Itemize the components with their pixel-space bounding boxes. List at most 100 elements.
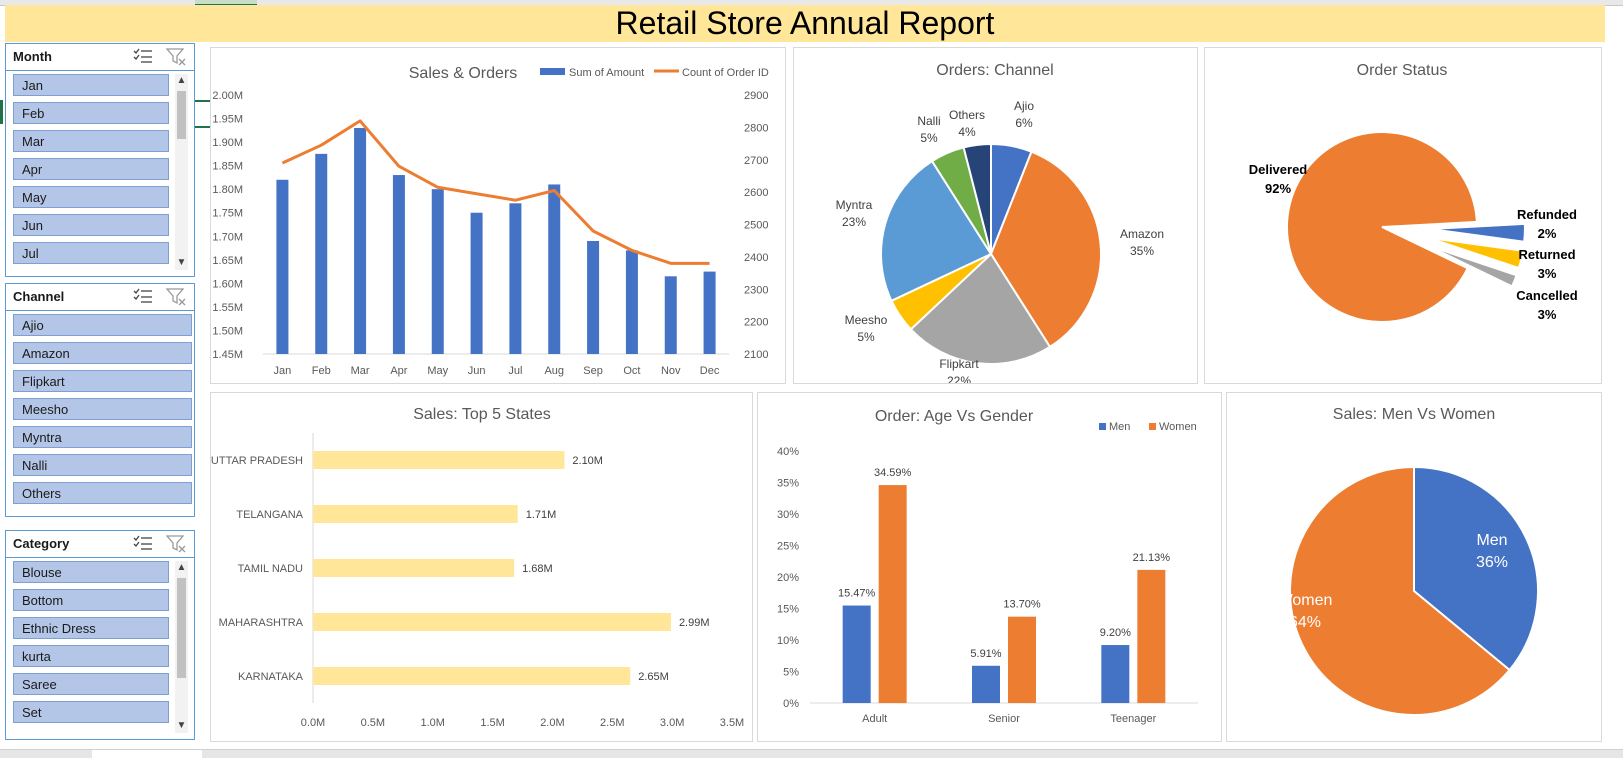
x-tick-label: 1.0M bbox=[420, 717, 444, 729]
slicer-item-apr[interactable]: Apr bbox=[13, 158, 169, 180]
top-states-chart: Sales: Top 5 States UTTAR PRADESH 2.10M TEL… bbox=[211, 406, 744, 729]
top-states-chart-panel[interactable]: Sales: Top 5 States UTTAR PRADESH 2.10M TEL… bbox=[210, 392, 753, 742]
slice-value-label: 3% bbox=[1538, 266, 1557, 281]
bar-amount bbox=[431, 189, 444, 354]
y-tick-label: 1.85M bbox=[212, 161, 243, 173]
slicer-item-jun[interactable]: Jun bbox=[13, 214, 169, 236]
y-tick-label: 1.80M bbox=[212, 184, 243, 196]
y-tick-label: UTTAR PRADESH bbox=[211, 455, 303, 467]
slicer-item-myntra[interactable]: Myntra bbox=[13, 426, 192, 448]
legend-label-amount: Sum of Amount bbox=[569, 67, 644, 79]
x-tick-label: Mar bbox=[351, 365, 370, 377]
x-tick-label: Jan bbox=[274, 365, 292, 377]
sales-orders-chart-panel[interactable]: Sales & Orders Sum of Amount Count of Orde… bbox=[210, 47, 786, 384]
legend-label-women: Women bbox=[1159, 421, 1197, 433]
bar-state bbox=[313, 559, 515, 577]
category-slicer-scrollbar[interactable]: ▲ ▼ bbox=[175, 561, 188, 733]
pie-slice-delivered bbox=[1286, 131, 1478, 323]
x-tick-label: Nov bbox=[661, 365, 681, 377]
scroll-thumb[interactable] bbox=[177, 578, 186, 678]
bar-amount bbox=[470, 212, 483, 354]
slicer-item-bottom[interactable]: Bottom bbox=[13, 589, 169, 611]
clear-filter-icon[interactable] bbox=[166, 288, 186, 306]
slicer-item-others[interactable]: Others bbox=[13, 482, 192, 504]
scroll-down-icon[interactable]: ▼ bbox=[176, 720, 187, 731]
slice-name-label: Myntra bbox=[836, 198, 873, 212]
x-tick-label: May bbox=[427, 365, 448, 377]
slicer-item-feb[interactable]: Feb bbox=[13, 102, 169, 124]
slicer-item-jan[interactable]: Jan bbox=[13, 74, 169, 96]
data-label: 9.20% bbox=[1100, 627, 1131, 639]
slice-name-label: Nalli bbox=[917, 114, 940, 128]
multi-select-icon[interactable] bbox=[133, 288, 153, 304]
slicer-item-ajio[interactable]: Ajio bbox=[13, 314, 192, 336]
slice-name-label: Men bbox=[1476, 532, 1507, 549]
order-status-chart-panel[interactable]: Order Status Delivered 92% Cancelled 3% Retur… bbox=[1204, 47, 1602, 384]
bar-women bbox=[878, 485, 907, 703]
y-tick-label: TAMIL NADU bbox=[238, 563, 303, 575]
slicer-item-blouse[interactable]: Blouse bbox=[13, 561, 169, 583]
y2-tick-label: 2900 bbox=[744, 90, 768, 102]
month-slicer-scrollbar[interactable]: ▲ ▼ bbox=[175, 74, 188, 270]
y-tick-label: 1.95M bbox=[212, 114, 243, 126]
clear-filter-icon[interactable] bbox=[166, 48, 186, 66]
slicer-item-ethnic-dress[interactable]: Ethnic Dress bbox=[13, 617, 169, 639]
slicer-item-kurta[interactable]: kurta bbox=[13, 645, 169, 667]
bar-amount bbox=[509, 203, 522, 354]
slice-value-label: 4% bbox=[958, 125, 976, 139]
slice-name-label: Delivered bbox=[1249, 162, 1308, 177]
x-tick-label: Jun bbox=[468, 365, 486, 377]
legend-swatch-women bbox=[1149, 423, 1156, 430]
data-label: 1.71M bbox=[526, 509, 557, 521]
clear-filter-icon[interactable] bbox=[166, 535, 186, 553]
data-label: 2.99M bbox=[679, 617, 710, 629]
chart-title: Sales & Orders bbox=[409, 65, 517, 82]
scroll-down-icon[interactable]: ▼ bbox=[176, 257, 187, 268]
selected-row-marker bbox=[0, 100, 3, 124]
bar-state bbox=[313, 613, 671, 631]
slicer-title: Month bbox=[13, 49, 52, 64]
pie-slice-refunded bbox=[1426, 244, 1518, 288]
bar-amount bbox=[392, 175, 405, 354]
bar-amount bbox=[625, 250, 638, 354]
multi-select-icon[interactable] bbox=[133, 48, 153, 64]
slice-value-label: 36% bbox=[1476, 554, 1508, 571]
slicer-item-set[interactable]: Set bbox=[13, 701, 169, 723]
slicer-item-saree[interactable]: Saree bbox=[13, 673, 169, 695]
scroll-thumb[interactable] bbox=[177, 91, 186, 139]
data-label: 1.68M bbox=[522, 563, 553, 575]
x-tick-label: Senior bbox=[988, 713, 1020, 725]
age-gender-chart-panel[interactable]: Order: Age Vs Gender Men Women 0% 5% 10% 15% 20… bbox=[757, 392, 1222, 742]
slicer-item-meesho[interactable]: Meesho bbox=[13, 398, 192, 420]
chart-title: Sales: Men Vs Women bbox=[1333, 406, 1495, 423]
slicer-item-may[interactable]: May bbox=[13, 186, 169, 208]
pie-slice-myntra bbox=[880, 159, 993, 303]
scroll-up-icon[interactable]: ▲ bbox=[176, 562, 187, 573]
slicer-item-mar[interactable]: Mar bbox=[13, 130, 169, 152]
x-tick-label: Feb bbox=[312, 365, 331, 377]
legend-swatch-amount bbox=[540, 68, 565, 75]
slice-value-label: 22% bbox=[947, 374, 971, 383]
sheet-tab[interactable] bbox=[92, 750, 202, 758]
order-status-chart: Order Status Delivered 92% Cancelled 3% Retur… bbox=[1249, 62, 1578, 323]
scroll-up-icon[interactable]: ▲ bbox=[176, 75, 187, 86]
x-tick-label: 0.0M bbox=[301, 717, 325, 729]
slicer-item-nalli[interactable]: Nalli bbox=[13, 454, 192, 476]
legend-label-men: Men bbox=[1109, 421, 1130, 433]
slice-name-label: Refunded bbox=[1517, 207, 1577, 222]
y2-tick-label: 2500 bbox=[744, 220, 768, 232]
x-tick-label: 0.5M bbox=[361, 717, 385, 729]
slicer-item-amazon[interactable]: Amazon bbox=[13, 342, 192, 364]
data-label: 34.59% bbox=[874, 467, 912, 479]
orders-channel-chart-panel[interactable]: Orders: Channel Ajio 6% Amazon 35% Flipkart 22… bbox=[793, 47, 1198, 388]
legend-swatch-men bbox=[1099, 423, 1106, 430]
y2-tick-label: 2800 bbox=[744, 122, 768, 134]
x-tick-label: Teenager bbox=[1110, 713, 1156, 725]
multi-select-icon[interactable] bbox=[133, 535, 153, 551]
men-women-chart-panel[interactable]: Sales: Men Vs Women Men 36% Women 64% bbox=[1226, 392, 1602, 742]
slicer-title: Channel bbox=[13, 289, 65, 304]
y-tick-label: MAHARASHTRA bbox=[219, 617, 304, 629]
bar-amount bbox=[315, 153, 328, 354]
slicer-item-jul[interactable]: Jul bbox=[13, 242, 169, 264]
slicer-item-flipkart[interactable]: Flipkart bbox=[13, 370, 192, 392]
